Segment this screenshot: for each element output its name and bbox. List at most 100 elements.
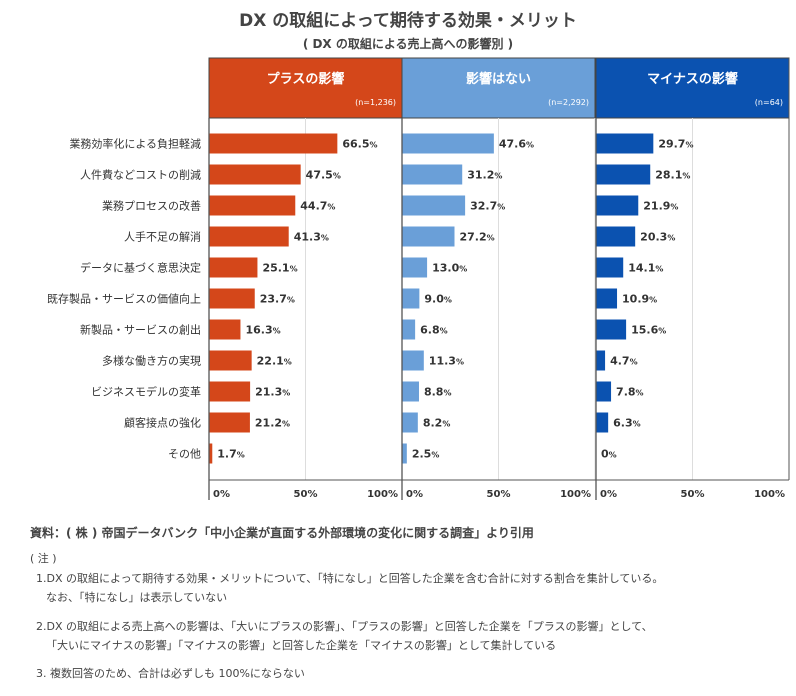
value-label-minus-4: 20.3% <box>640 231 675 244</box>
tick-label-minus-0: 0% <box>600 489 617 500</box>
tick-label-plus-0: 0% <box>213 489 230 500</box>
bar-minus-3 <box>596 195 639 216</box>
bar-plus-5 <box>209 257 258 278</box>
value-label-plus-6: 23.7% <box>260 293 295 306</box>
panel-n-minus: (n=64) <box>755 98 783 107</box>
value-label-minus-3: 21.9% <box>643 200 678 213</box>
value-label-minus-11: 0% <box>601 448 617 461</box>
note-1-line-1: 1.DX の取組によって期待する効果・メリットについて、「特になし」と回答した企… <box>36 572 664 585</box>
bar-plus-2 <box>209 164 301 185</box>
notes-heading: ( 注 ) <box>30 552 57 565</box>
value-label-minus-5: 14.1% <box>628 262 663 275</box>
value-label-plus-11: 1.7% <box>217 448 245 461</box>
tick-label-plus-50: 50% <box>294 489 318 500</box>
value-label-minus-7: 15.6% <box>631 324 666 337</box>
bar-none-5 <box>402 257 428 278</box>
panel-title-none: 影響はない <box>466 71 531 87</box>
tick-label-none-100: 100% <box>560 489 591 500</box>
value-label-none-7: 6.8% <box>420 324 448 337</box>
bar-none-3 <box>402 195 466 216</box>
value-label-minus-1: 29.7% <box>658 138 693 151</box>
tick-label-none-50: 50% <box>487 489 511 500</box>
value-label-plus-3: 44.7% <box>300 200 335 213</box>
bar-chart: 業務効率化による負担軽減人件費などコストの削減業務プロセスの改善人手不足の解消デ… <box>47 57 790 500</box>
source-note: 資料：( 株 ) 帝国データバンク「中小企業が直面する外部環境の変化に関する調査… <box>30 526 534 540</box>
bar-minus-6 <box>596 288 618 309</box>
category-label-3: 業務プロセスの改善 <box>102 199 201 213</box>
value-label-none-1: 47.6% <box>499 138 534 151</box>
bar-minus-9 <box>596 381 612 402</box>
note-2-line-2: 「大いにマイナスの影響」「マイナスの影響」と回答した企業を「マイナスの影響」とし… <box>46 639 557 652</box>
panel-title-plus: プラスの影響 <box>267 71 345 87</box>
note-2-line-1: 2.DX の取組による売上高への影響は、「大いにプラスの影響」、「プラスの影響」… <box>36 620 653 633</box>
tick-label-minus-50: 50% <box>681 489 705 500</box>
bar-plus-1 <box>209 133 338 154</box>
panel-header-minus <box>595 57 790 119</box>
bar-minus-5 <box>596 257 624 278</box>
value-label-none-8: 11.3% <box>429 355 464 368</box>
bar-none-2 <box>402 164 463 185</box>
value-label-plus-4: 41.3% <box>294 231 329 244</box>
category-label-7: 新製品・サービスの創出 <box>80 323 201 337</box>
category-label-10: 顧客接点の強化 <box>124 416 201 430</box>
bar-minus-8 <box>596 350 606 371</box>
value-label-none-4: 27.2% <box>459 231 494 244</box>
tick-label-minus-100: 100% <box>754 489 785 500</box>
bar-plus-11 <box>209 443 213 464</box>
value-label-plus-8: 22.1% <box>257 355 292 368</box>
note-1: 1.DX の取組によって期待する効果・メリットについて、「特になし」と回答した企… <box>36 569 663 607</box>
value-label-none-2: 31.2% <box>467 169 502 182</box>
bar-minus-1 <box>596 133 654 154</box>
bar-minus-7 <box>596 319 627 340</box>
value-label-plus-10: 21.2% <box>255 417 290 430</box>
category-label-11: その他 <box>168 448 201 461</box>
bar-none-11 <box>402 443 407 464</box>
panel-n-plus: (n=1,236) <box>355 98 396 107</box>
bar-none-10 <box>402 412 418 433</box>
note-1-line-2: なお、「特になし」は表示していない <box>46 591 228 604</box>
value-label-minus-9: 7.8% <box>616 386 644 399</box>
bar-plus-4 <box>209 226 289 247</box>
note-3: 3. 複数回答のため、合計は必ずしも 100%にならない <box>36 667 305 680</box>
bar-none-7 <box>402 319 416 340</box>
bar-minus-2 <box>596 164 651 185</box>
bar-minus-4 <box>596 226 636 247</box>
value-label-plus-2: 47.5% <box>306 169 341 182</box>
bar-none-1 <box>402 133 494 154</box>
category-label-9: ビジネスモデルの変革 <box>91 385 201 399</box>
bar-plus-3 <box>209 195 296 216</box>
chart-title: DX の取組によって期待する効果・メリット <box>239 11 577 31</box>
bar-none-9 <box>402 381 419 402</box>
value-label-none-11: 2.5% <box>412 448 440 461</box>
category-label-2: 人件費などコストの削減 <box>80 168 201 182</box>
bar-plus-6 <box>209 288 255 309</box>
panel-title-minus: マイナスの影響 <box>647 71 738 87</box>
bar-none-8 <box>402 350 424 371</box>
bar-none-4 <box>402 226 455 247</box>
bar-plus-8 <box>209 350 252 371</box>
value-label-plus-5: 25.1% <box>262 262 297 275</box>
value-label-minus-6: 10.9% <box>622 293 657 306</box>
value-label-minus-8: 4.7% <box>610 355 638 368</box>
value-label-plus-9: 21.3% <box>255 386 290 399</box>
bar-plus-9 <box>209 381 251 402</box>
bar-plus-10 <box>209 412 250 433</box>
tick-label-plus-100: 100% <box>367 489 398 500</box>
bar-none-6 <box>402 288 420 309</box>
category-label-1: 業務効率化による負担軽減 <box>69 137 201 151</box>
value-label-plus-1: 66.5% <box>342 138 377 151</box>
chart-subtitle: ( DX の取組による売上高への影響別 ) <box>302 37 514 51</box>
value-label-none-3: 32.7% <box>470 200 505 213</box>
value-label-minus-2: 28.1% <box>655 169 690 182</box>
bar-plus-7 <box>209 319 241 340</box>
note-2: 2.DX の取組による売上高への影響は、「大いにプラスの影響」、「プラスの影響」… <box>36 617 653 655</box>
panel-n-none: (n=2,292) <box>548 98 589 107</box>
category-label-6: 既存製品・サービスの価値向上 <box>47 292 201 306</box>
value-label-none-5: 13.0% <box>432 262 467 275</box>
bar-minus-10 <box>596 412 609 433</box>
value-label-none-9: 8.8% <box>424 386 452 399</box>
value-label-minus-10: 6.3% <box>613 417 641 430</box>
panel-header-plus <box>208 57 403 119</box>
category-label-4: 人手不足の解消 <box>124 230 201 244</box>
value-label-none-10: 8.2% <box>423 417 451 430</box>
